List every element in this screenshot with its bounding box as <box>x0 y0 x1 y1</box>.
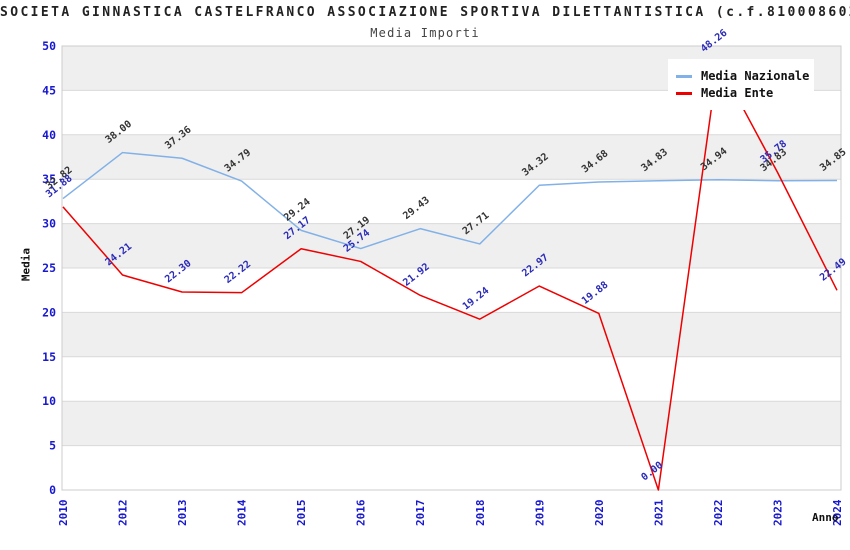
plot-band <box>62 401 841 446</box>
y-tick-label: 5 <box>49 439 56 453</box>
x-tick-label: 2010 <box>57 500 70 527</box>
x-tick-label: 2017 <box>414 500 427 527</box>
legend-item-media-ente: Media Ente <box>676 86 808 100</box>
x-tick-label: 2019 <box>533 500 546 527</box>
legend: Media Nazionale Media Ente <box>668 59 814 110</box>
plot-band <box>62 179 841 224</box>
series-line-media-ente <box>62 60 838 491</box>
x-tick-label: 2014 <box>236 499 249 526</box>
plot-border <box>61 45 842 491</box>
plot-band <box>62 445 841 490</box>
y-tick-label: 0 <box>49 483 56 497</box>
y-tick-label: 20 <box>42 305 56 319</box>
media-nazionale-line-swatch <box>676 74 692 78</box>
plot-band <box>62 312 841 357</box>
plot-band <box>62 134 841 180</box>
x-tick-label: 2013 <box>176 500 189 527</box>
plot-band <box>62 223 841 268</box>
x-tick-label: 2016 <box>355 499 368 526</box>
y-tick-label: 35 <box>42 172 56 186</box>
x-tick-label: 2012 <box>117 500 130 527</box>
x-axis-title: Anno <box>812 511 839 524</box>
x-tick-label: 2021 <box>652 499 665 526</box>
y-tick-label: 50 <box>42 39 56 53</box>
plot-band <box>62 356 841 402</box>
series-line-media-nazionale <box>62 151 838 250</box>
y-tick-label: 10 <box>42 394 56 408</box>
y-tick-label: 40 <box>42 128 56 142</box>
y-tick-label: 25 <box>42 261 56 275</box>
y-tick-label: 30 <box>42 217 56 231</box>
y-tick-label: 15 <box>42 350 56 364</box>
legend-label-media-ente: Media Ente <box>701 86 774 100</box>
plot-band <box>62 268 841 313</box>
chart-subtitle: Media Importi <box>370 26 480 40</box>
media-ente-line-swatch <box>676 91 692 95</box>
chart-title: SOCIETA GINNASTICA CASTELFRANCO ASSOCIAZ… <box>0 5 850 20</box>
legend-item-media-nazionale: Media Nazionale <box>676 69 810 83</box>
x-tick-label: 2023 <box>771 500 784 527</box>
legend-label-media-nazionale: Media Nazionale <box>701 69 810 83</box>
y-tick-label: 45 <box>42 83 56 97</box>
x-tick-label: 2015 <box>295 500 308 527</box>
x-tick-label: 2024 <box>831 499 844 526</box>
x-tick-label: 2020 <box>593 500 606 527</box>
x-tick-label: 2018 <box>474 500 487 527</box>
y-axis-title: Media <box>19 247 33 282</box>
x-tick-label: 2022 <box>712 500 725 527</box>
